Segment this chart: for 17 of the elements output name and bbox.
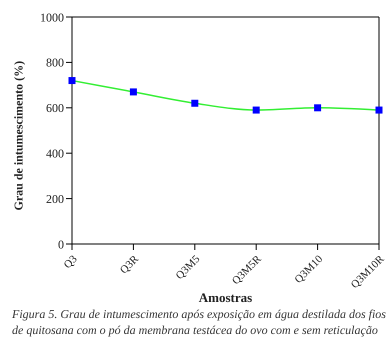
y-tick-label: 1000 [40, 10, 64, 24]
point [68, 77, 76, 84]
x-tick-label: Q3R [118, 252, 142, 276]
point [314, 104, 322, 112]
x-axis-title: Amostras [198, 290, 252, 305]
x-tick-label: Q3 [62, 252, 80, 272]
point [252, 106, 260, 114]
y-tick-label: 600 [46, 101, 64, 116]
y-tick-label: 800 [46, 56, 64, 70]
y-tick-label: 400 [46, 146, 64, 160]
text: Figura 5. Grau de intumescimento após exposição em água destilada dos fios de quitosana com o pó da membrana testácea do ovo com e sem reticulação [11, 306, 387, 338]
point [130, 88, 137, 96]
point [191, 100, 198, 107]
y-tick-label: 0 [58, 237, 64, 252]
y-tick-label: 200 [46, 192, 64, 206]
y-axis-title: Grau de intumescimento (%) [11, 60, 26, 210]
point [376, 106, 382, 114]
